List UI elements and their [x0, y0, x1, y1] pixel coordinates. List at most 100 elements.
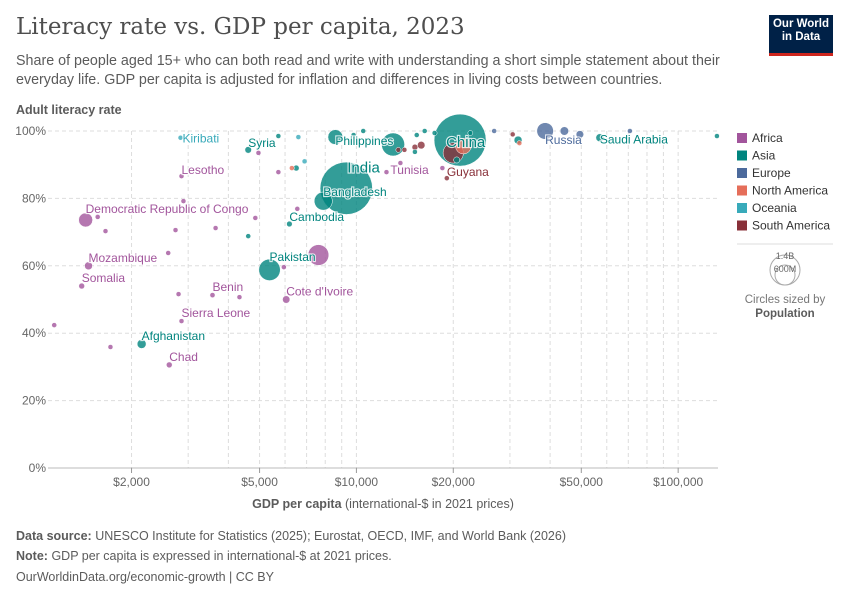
data-point	[282, 295, 291, 304]
data-point	[714, 133, 720, 139]
data-point	[595, 133, 605, 142]
data-point	[453, 156, 461, 164]
legend-swatch	[737, 168, 747, 178]
size-legend-large-value: 1.4B	[776, 251, 795, 261]
data-point	[413, 132, 420, 138]
x-tick-label: $5,000	[241, 475, 278, 489]
data-point	[244, 146, 252, 154]
size-legend-small-value: 600M	[774, 264, 797, 274]
legend-swatch	[737, 203, 747, 213]
legend-swatch	[737, 150, 747, 161]
y-tick-label: 60%	[22, 259, 46, 273]
data-point	[301, 158, 308, 165]
data-point	[455, 138, 472, 155]
source-url[interactable]: OurWorldinData.org/economic-growth | CC …	[16, 570, 274, 584]
data-point	[165, 250, 171, 256]
point-label: Bangladesh	[323, 185, 386, 199]
note-label: Note:	[16, 549, 48, 563]
size-legend-variable: Population	[755, 308, 814, 320]
y-tick-label: 40%	[22, 326, 46, 340]
data-point	[397, 160, 404, 166]
chart-subtitle: Share of people aged 15+ who can both re…	[16, 53, 720, 88]
point-label: Benin	[212, 280, 243, 294]
data-point	[575, 130, 584, 139]
x-tick-label: $100,000	[653, 475, 703, 489]
data-point	[286, 220, 293, 228]
data-point	[401, 147, 408, 153]
legend-swatch	[737, 133, 747, 143]
data-point	[209, 292, 216, 298]
data-point	[102, 228, 109, 234]
data-source: Data source: UNESCO Institute for Statis…	[16, 529, 566, 543]
x-axis-label-bold: GDP per capita	[252, 497, 342, 511]
data-point	[295, 134, 302, 140]
data-point	[289, 165, 295, 171]
data-point	[258, 258, 281, 281]
x-axis-label: GDP per capita (international-$ in 2021 …	[252, 497, 514, 511]
data-point	[236, 294, 243, 300]
point-label: Syria	[248, 136, 276, 150]
legend-entry: South America	[752, 219, 830, 233]
data-point	[178, 173, 185, 179]
data-point	[275, 169, 282, 175]
data-point	[255, 150, 262, 156]
y-tick-label: 20%	[22, 394, 46, 408]
chart-title: Literacy rate vs. GDP per capita, 2023	[16, 14, 465, 40]
data-point	[360, 128, 366, 134]
data-point	[319, 161, 373, 215]
legend-entry: North America	[752, 184, 828, 198]
point-label: Afghanistan	[142, 329, 205, 343]
point-label: Kiribati	[183, 132, 220, 146]
data-point	[84, 261, 93, 271]
source-label: Data source:	[16, 529, 92, 543]
point-label: Cambodia	[289, 210, 344, 224]
data-point	[444, 175, 450, 181]
owid-logo[interactable]: Our World in Data	[769, 15, 833, 56]
point-label: Sierra Leone	[182, 306, 251, 320]
data-point	[177, 134, 184, 141]
point-label: Philippines	[335, 134, 393, 148]
data-point	[252, 215, 259, 221]
data-point	[175, 291, 182, 297]
data-point	[313, 191, 333, 211]
data-point	[307, 244, 330, 266]
point-label: Mozambique	[89, 251, 158, 265]
data-point	[166, 361, 173, 369]
data-point	[136, 339, 147, 349]
data-point	[172, 227, 179, 233]
point-label: Tunisia	[390, 163, 429, 177]
point-label: Pakistan	[270, 250, 316, 264]
x-tick-label: $10,000	[335, 475, 379, 489]
legend-entry: Europe	[752, 166, 791, 180]
logo-text: Our World in Data	[772, 18, 829, 43]
legend-entry: Asia	[752, 149, 776, 163]
size-legend: 1.4B 600M Circles sized by Population	[745, 251, 826, 320]
x-tick-label: $2,000	[113, 475, 150, 489]
data-point	[516, 140, 523, 146]
data-point	[180, 198, 187, 204]
x-tick-label: $20,000	[432, 475, 476, 489]
source-text: UNESCO Institute for Statistics (2025); …	[95, 529, 566, 543]
point-label: Guyana	[447, 165, 489, 179]
data-point	[536, 122, 554, 140]
data-point	[412, 149, 418, 155]
data-point	[417, 141, 426, 150]
point-label: India	[347, 159, 380, 176]
y-tick-label: 80%	[22, 191, 46, 205]
point-label: Somalia	[82, 271, 126, 285]
point-label: Chad	[169, 350, 198, 364]
data-point	[275, 133, 282, 139]
point-label: Russia	[545, 133, 582, 147]
data-point	[350, 132, 357, 138]
data-point	[627, 128, 633, 134]
x-axis-label-units: (international-$ in 2021 prices)	[345, 497, 514, 511]
data-point	[294, 206, 301, 212]
data-point	[281, 264, 287, 270]
point-label: Lesotho	[182, 163, 225, 177]
legend-entry: Africa	[752, 131, 783, 145]
data-point	[245, 233, 251, 239]
data-point	[421, 128, 428, 134]
legend-entry: Oceania	[752, 201, 797, 215]
data-point	[559, 126, 569, 136]
